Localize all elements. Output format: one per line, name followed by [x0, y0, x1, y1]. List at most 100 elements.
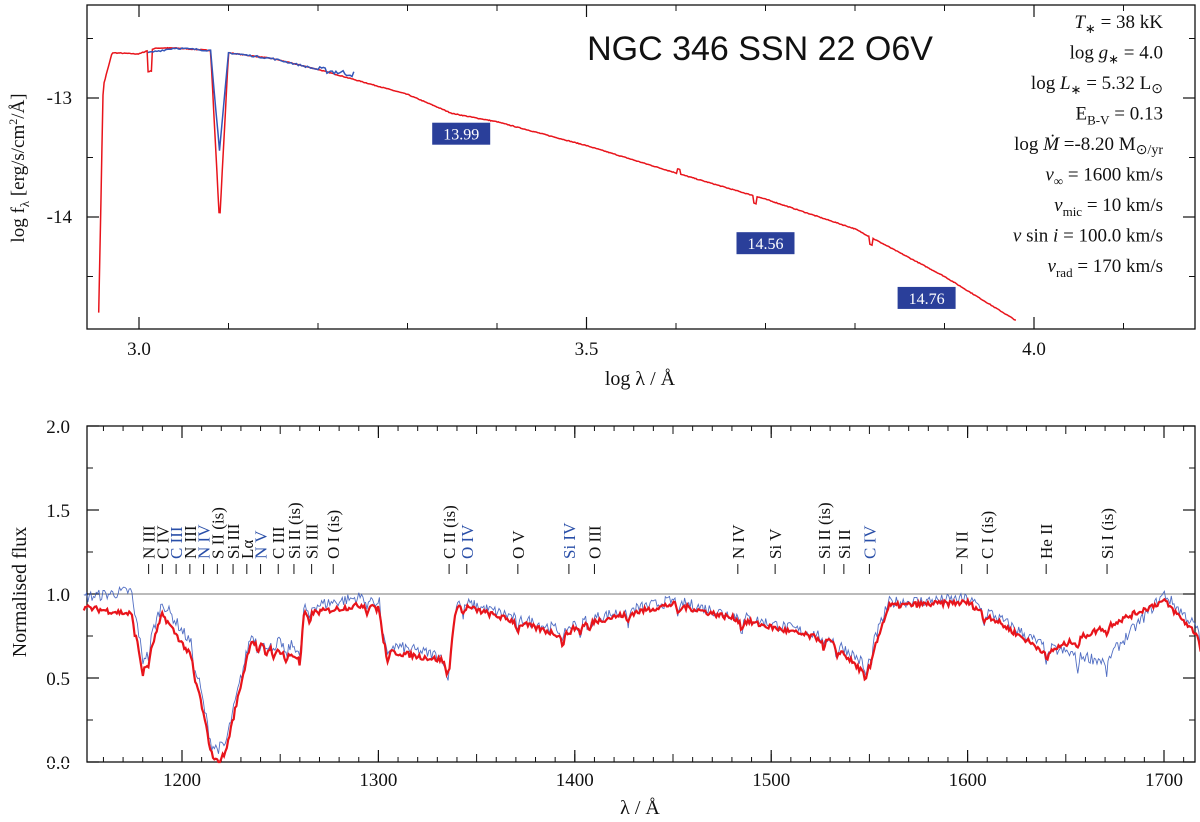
- line-id: N IV: [729, 524, 748, 574]
- line-id-label: O I (is): [324, 510, 343, 559]
- line-id-label: N III: [181, 525, 200, 559]
- photometry-label: 14.56: [748, 236, 784, 253]
- uv-xtick-label: 1300: [359, 770, 397, 791]
- line-id-label: C IV: [860, 525, 879, 559]
- line-id: C IV: [860, 525, 879, 574]
- line-id: C IV: [153, 525, 172, 574]
- line-id-label: N IV: [729, 524, 748, 559]
- line-id-label: N IV: [1196, 524, 1200, 559]
- uv-ylabel: Normalised flux: [9, 527, 31, 658]
- line-id: Si III: [224, 523, 243, 574]
- param-line: log Ṁ =-8.20 M⊙/yr: [1014, 134, 1163, 158]
- uv-observed-curve: [83, 585, 1200, 754]
- photometry-box: [736, 232, 795, 255]
- sed-ticks: 3.0 3.5 4.0 -13 -14: [47, 5, 1195, 360]
- line-id-label: O III: [585, 525, 604, 559]
- line-id: C I (is): [978, 511, 997, 574]
- uv-ytick-label: 0.5: [46, 669, 70, 690]
- line-id-label: Lα: [238, 540, 257, 559]
- line-id-label: Si II (is): [815, 502, 834, 559]
- line-id: S II (is): [208, 507, 227, 574]
- line-id-label: C I (is): [978, 511, 997, 559]
- line-id-label: C III: [269, 526, 288, 559]
- sed-ytick-label: -14: [47, 207, 73, 228]
- line-id: O IV: [458, 524, 477, 574]
- line-id: C III: [167, 526, 186, 574]
- line-id-label: Si II: [835, 529, 854, 559]
- uv-xtick-label: 1400: [556, 770, 594, 791]
- line-id-label: S II (is): [208, 507, 227, 559]
- uv-ytick-label: 2.0: [46, 417, 70, 438]
- line-id: Si I (is): [1098, 508, 1117, 574]
- sed-frame: [86, 4, 1196, 330]
- uv-model-curve: [82, 596, 1200, 764]
- line-id-label: N V: [252, 530, 271, 559]
- param-line: T∗ = 38 kK: [1074, 12, 1163, 36]
- line-id: Si II: [835, 529, 854, 574]
- line-id: Si II (is): [815, 502, 834, 574]
- stellar-parameters: T∗ = 38 kK log g∗ = 4.0 log L∗ = 5.32 L⊙ EB…: [1013, 12, 1163, 280]
- line-id-label: Si II (is): [285, 502, 304, 559]
- line-id: He II: [1037, 523, 1056, 574]
- line-id-label: Si III: [303, 523, 322, 559]
- line-id-label: He II: [1037, 523, 1056, 559]
- sed-ytick-label: -13: [47, 88, 72, 109]
- param-line: v∞ = 1600 km/s: [1045, 165, 1163, 189]
- param-line: log g∗ = 4.0: [1070, 43, 1163, 67]
- uv-xtick-label: 1600: [949, 770, 987, 791]
- line-id-label: C IV: [153, 525, 172, 559]
- uv-xtick-label: 1200: [163, 770, 201, 791]
- line-id: N III: [140, 525, 159, 574]
- param-line: EB-V = 0.13: [1076, 104, 1163, 128]
- line-id: N IV: [1196, 524, 1200, 559]
- line-id: O V: [509, 530, 528, 574]
- line-id-label: C II (is): [440, 505, 459, 559]
- line-id: N II: [953, 531, 972, 574]
- param-line: vrad = 170 km/s: [1048, 256, 1163, 280]
- uv-panel: 1200 1300 1400 1500 1600 17000.00.51.01.52.0 …: [0, 417, 1200, 819]
- line-id: N III: [181, 525, 200, 574]
- photometry-label: 14.76: [909, 291, 945, 308]
- line-id: Lα: [238, 540, 257, 574]
- line-id-label: Si I (is): [1098, 508, 1117, 559]
- line-id-label: N III: [140, 525, 159, 559]
- uv-xtick-label: 1500: [752, 770, 790, 791]
- sed-curves: [97, 46, 1017, 321]
- sed-observed-curve: [147, 47, 355, 151]
- line-id-label: Si IV: [560, 522, 579, 559]
- photometry-box: [897, 286, 956, 309]
- line-id-label: C III: [167, 526, 186, 559]
- line-id: Si V: [766, 528, 785, 574]
- line-id: C III: [269, 526, 288, 574]
- sed-xlabel: log λ / Å: [605, 368, 676, 390]
- line-id-label: O V: [509, 530, 528, 559]
- sed-xtick-label: 3.0: [127, 339, 151, 360]
- line-id-label: Si V: [766, 528, 785, 559]
- photometry-label: 13.99: [443, 127, 479, 144]
- svg-text:log fλ [erg/s/cm2/Å]: log fλ [erg/s/cm2/Å]: [6, 93, 32, 242]
- line-id-label: N IV: [195, 524, 214, 559]
- photometry-box: [432, 122, 491, 145]
- sed-xtick-label: 3.5: [575, 339, 599, 360]
- sed-photometry-boxes: 13.99 14.56 14.76: [432, 122, 956, 309]
- line-id: O III: [585, 525, 604, 574]
- line-id-label: O IV: [458, 524, 477, 559]
- uv-curves: [0, 585, 1200, 765]
- sed-panel: 3.0 3.5 4.0 -13 -14 13.99 14.56 14.76 NGC 346 …: [6, 4, 1196, 390]
- line-id: Si III: [303, 523, 322, 574]
- param-line: v sin i = 100.0 km/s: [1013, 226, 1163, 247]
- line-id: N V: [252, 530, 271, 574]
- line-id: C II (is): [440, 505, 459, 574]
- svg-text:Normalised flux: Normalised flux: [9, 527, 31, 658]
- sed-ylabel: log fλ [erg/s/cm2/Å]: [6, 93, 32, 242]
- line-id: Si IV: [560, 522, 579, 574]
- line-id: N IV: [195, 524, 214, 574]
- sed-xtick-label: 4.0: [1022, 339, 1046, 360]
- line-id-label: N II: [953, 531, 972, 559]
- sed-model-curve: [97, 46, 1017, 321]
- sed-title: NGC 346 SSN 22 O6V: [587, 30, 933, 68]
- param-line: vmic = 10 km/s: [1054, 195, 1163, 219]
- uv-xtick-label: 1700: [1145, 770, 1183, 791]
